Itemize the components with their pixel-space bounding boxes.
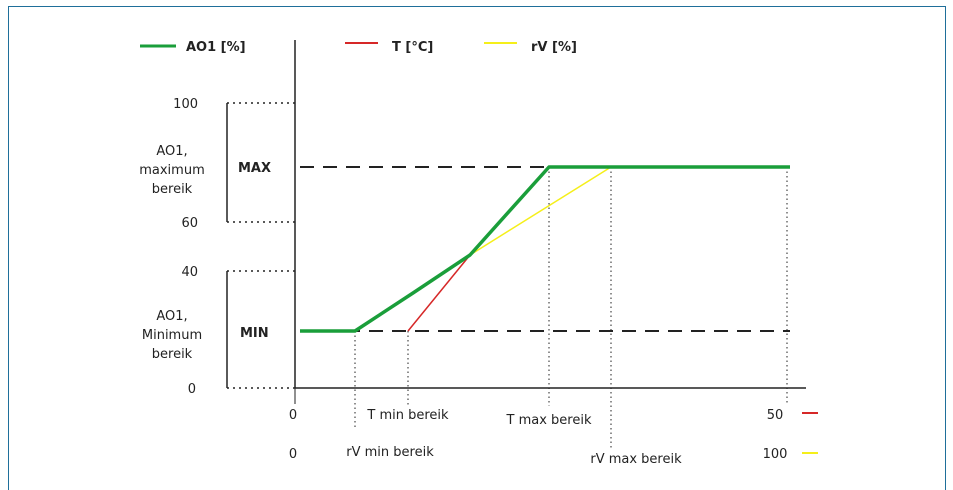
- diagram-frame: [8, 6, 946, 490]
- t-scale-end: 50: [767, 408, 784, 423]
- rv-scale-start: 0: [289, 447, 297, 462]
- min-range-label: AO1, Minimum bereik: [142, 309, 202, 362]
- rv-scale-end: 100: [763, 447, 788, 462]
- min-level-label: MIN: [240, 326, 269, 341]
- legend-rv-label: rV [%]: [531, 40, 577, 55]
- y-tick-40: 40: [181, 265, 198, 280]
- y-tick-0: 0: [188, 382, 196, 397]
- svg-text:AO1,: AO1,: [156, 309, 187, 324]
- legend: AO1 [%] T [°C] rV [%]: [140, 40, 577, 55]
- legend-t-label: T [°C]: [392, 40, 433, 55]
- max-level-label: MAX: [238, 161, 271, 176]
- svg-text:AO1,: AO1,: [156, 144, 187, 159]
- svg-text:bereik: bereik: [152, 182, 193, 197]
- ao1-curve: [300, 165, 790, 333]
- t-min-label: T min bereik: [366, 408, 449, 423]
- rv-min-label: rV min bereik: [346, 445, 434, 460]
- legend-ao1-label: AO1 [%]: [186, 40, 246, 55]
- svg-text:maximum: maximum: [139, 163, 205, 178]
- t-curve: [407, 254, 471, 332]
- t-scale-start: 0: [289, 408, 297, 423]
- y-tick-100: 100: [173, 97, 198, 112]
- y-tick-60: 60: [181, 216, 198, 231]
- svg-text:bereik: bereik: [152, 347, 193, 362]
- t-max-label: T max bereik: [506, 413, 592, 428]
- max-range-label: AO1, maximum bereik: [139, 144, 205, 197]
- rv-max-label: rV max bereik: [590, 452, 682, 467]
- svg-text:Minimum: Minimum: [142, 328, 202, 343]
- rv-curve: [469, 166, 790, 256]
